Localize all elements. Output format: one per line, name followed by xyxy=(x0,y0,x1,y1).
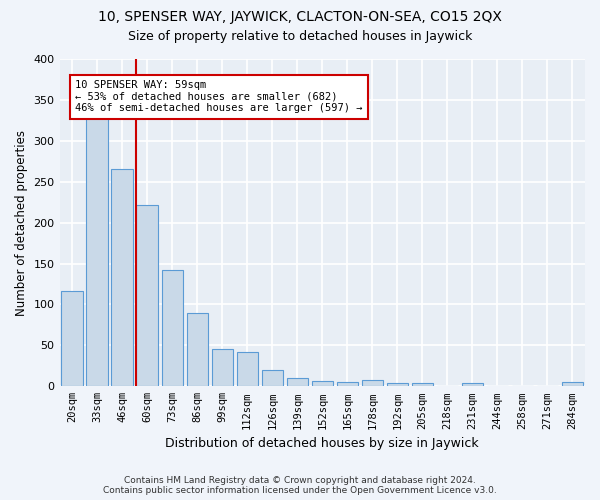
Bar xyxy=(262,370,283,386)
Bar xyxy=(236,352,258,386)
Text: 10 SPENSER WAY: 59sqm
← 53% of detached houses are smaller (682)
46% of semi-det: 10 SPENSER WAY: 59sqm ← 53% of detached … xyxy=(76,80,363,114)
Bar xyxy=(462,383,483,386)
Y-axis label: Number of detached properties: Number of detached properties xyxy=(15,130,28,316)
X-axis label: Distribution of detached houses by size in Jaywick: Distribution of detached houses by size … xyxy=(166,437,479,450)
Bar xyxy=(562,382,583,386)
Bar xyxy=(387,383,408,386)
Bar xyxy=(86,114,108,386)
Bar xyxy=(337,382,358,386)
Bar xyxy=(61,292,83,386)
Bar xyxy=(287,378,308,386)
Bar xyxy=(362,380,383,386)
Text: 10, SPENSER WAY, JAYWICK, CLACTON-ON-SEA, CO15 2QX: 10, SPENSER WAY, JAYWICK, CLACTON-ON-SEA… xyxy=(98,10,502,24)
Bar xyxy=(136,204,158,386)
Text: Contains HM Land Registry data © Crown copyright and database right 2024.
Contai: Contains HM Land Registry data © Crown c… xyxy=(103,476,497,495)
Bar xyxy=(412,383,433,386)
Bar xyxy=(112,168,133,386)
Bar xyxy=(161,270,183,386)
Bar xyxy=(212,350,233,387)
Text: Size of property relative to detached houses in Jaywick: Size of property relative to detached ho… xyxy=(128,30,472,43)
Bar xyxy=(187,312,208,386)
Bar xyxy=(311,380,333,386)
